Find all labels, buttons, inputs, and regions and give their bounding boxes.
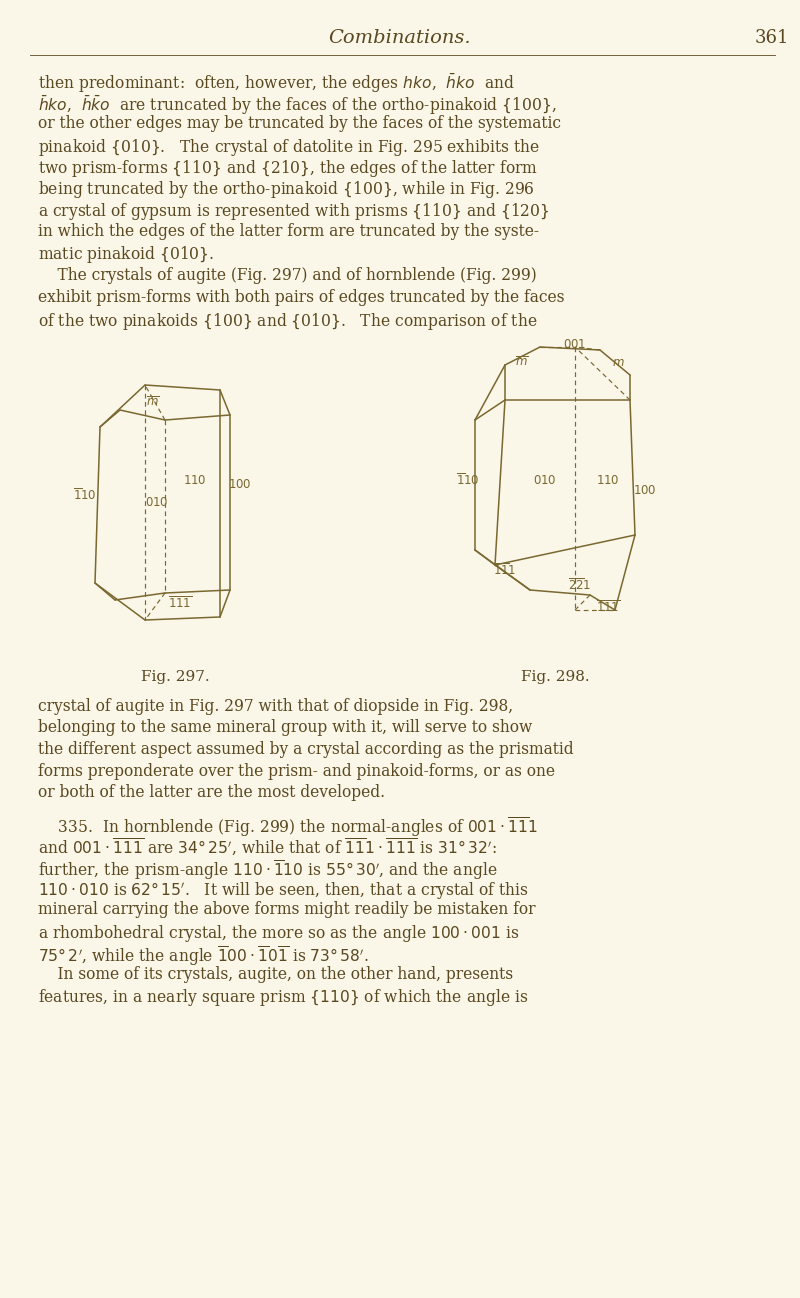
- Text: $010$: $010$: [146, 497, 169, 510]
- Text: matic pinakoid $\{$010$\}$.: matic pinakoid $\{$010$\}$.: [38, 244, 214, 265]
- Text: $100$: $100$: [228, 479, 252, 492]
- Text: $m$: $m$: [612, 357, 624, 370]
- Text: $100$: $100$: [634, 483, 657, 497]
- Text: $\overline{1}\overline{1}1$: $\overline{1}\overline{1}1$: [494, 562, 517, 578]
- Text: 361: 361: [755, 29, 790, 47]
- Text: features, in a nearly square prism $\{110\}$ of which the angle is: features, in a nearly square prism $\{11…: [38, 988, 528, 1009]
- Text: pinakoid $\{$010$\}$.   The crystal of datolite in Fig. 295 exhibits the: pinakoid $\{$010$\}$. The crystal of dat…: [38, 136, 540, 157]
- Text: Combinations.: Combinations.: [329, 29, 471, 47]
- Text: and $001 \cdot \overline{1}\overline{1}\overline{1}$ are $34°\,25'$, while that : and $001 \cdot \overline{1}\overline{1}\…: [38, 837, 497, 858]
- Text: of the two pinakoids $\{$100$\}$ and $\{$010$\}$.   The comparison of the: of the two pinakoids $\{$100$\}$ and $\{…: [38, 310, 538, 331]
- Text: $\overline{m}$: $\overline{m}$: [146, 395, 160, 409]
- Text: $001$: $001$: [563, 339, 586, 352]
- Text: Fig. 297.: Fig. 297.: [141, 670, 210, 684]
- Text: a rhombohedral crystal, the more so as the angle $100 \cdot 001$ is: a rhombohedral crystal, the more so as t…: [38, 923, 519, 944]
- Text: in which the edges of the latter form are truncated by the syste-: in which the edges of the latter form ar…: [38, 222, 539, 240]
- Text: $\overline{1}\overline{1}\overline{1}$: $\overline{1}\overline{1}\overline{1}$: [596, 600, 620, 615]
- Text: two prism-forms $\{$110$\}$ and $\{$210$\}$, the edges of the latter form: two prism-forms $\{$110$\}$ and $\{$210$…: [38, 158, 538, 179]
- Text: $110$: $110$: [183, 474, 206, 487]
- Text: $010$: $010$: [534, 474, 557, 487]
- Text: a crystal of gypsum is represented with prisms $\{$110$\}$ and $\{$120$\}$: a crystal of gypsum is represented with …: [38, 201, 550, 222]
- Text: exhibit prism-forms with both pairs of edges truncated by the faces: exhibit prism-forms with both pairs of e…: [38, 289, 565, 306]
- Text: In some of its crystals, augite, on the other hand, presents: In some of its crystals, augite, on the …: [38, 966, 513, 983]
- Text: $110$: $110$: [596, 474, 620, 487]
- Text: mineral carrying the above forms might readily be mistaken for: mineral carrying the above forms might r…: [38, 902, 535, 919]
- Text: being truncated by the ortho-pinakoid $\{$100$\}$, while in Fig. 296: being truncated by the ortho-pinakoid $\…: [38, 179, 535, 200]
- Text: then predominant:  often, however, the edges $hko$,  $\bar{h}ko$  and: then predominant: often, however, the ed…: [38, 71, 514, 95]
- Text: $\overline{1}10$: $\overline{1}10$: [456, 472, 480, 488]
- Text: $\bar{h}ko$,  $\bar{h}\bar{k}o$  are truncated by the faces of the ortho-pinakoi: $\bar{h}ko$, $\bar{h}\bar{k}o$ are trunc…: [38, 93, 557, 117]
- Text: $75°\,2'$, while the angle $\overline{1}00 \cdot \overline{1}0\overline{1}$ is $: $75°\,2'$, while the angle $\overline{1}…: [38, 945, 369, 968]
- Text: $\overline{2}\overline{2}1$: $\overline{2}\overline{2}1$: [568, 578, 592, 593]
- Text: or the other edges may be truncated by the faces of the systematic: or the other edges may be truncated by t…: [38, 116, 561, 132]
- Text: or both of the latter are the most developed.: or both of the latter are the most devel…: [38, 784, 385, 801]
- Text: further, the prism-angle $110 \cdot \overline{1}10$ is $55°\,30'$, and the angle: further, the prism-angle $110 \cdot \ove…: [38, 858, 498, 883]
- Text: $110 \cdot 010$ is $62°\,15'$.   It will be seen, then, that a crystal of this: $110 \cdot 010$ is $62°\,15'$. It will b…: [38, 880, 529, 901]
- Text: Fig. 298.: Fig. 298.: [521, 670, 590, 684]
- Text: The crystals of augite (Fig. 297) and of hornblende (Fig. 299): The crystals of augite (Fig. 297) and of…: [38, 267, 537, 284]
- Text: $\overline{m}$: $\overline{m}$: [515, 356, 529, 369]
- Text: $\overline{1}\overline{1}\overline{1}$: $\overline{1}\overline{1}\overline{1}$: [168, 596, 192, 611]
- Text: forms preponderate over the prism- and pinakoid-forms, or as one: forms preponderate over the prism- and p…: [38, 762, 555, 780]
- Text: the different aspect assumed by a crystal according as the prismatid: the different aspect assumed by a crysta…: [38, 741, 574, 758]
- Text: crystal of augite in Fig. 297 with that of diopside in Fig. 298,: crystal of augite in Fig. 297 with that …: [38, 698, 513, 715]
- Text: belonging to the same mineral group with it, will serve to show: belonging to the same mineral group with…: [38, 719, 532, 736]
- Text: $\overline{1}10$: $\overline{1}10$: [74, 487, 97, 502]
- Text: 335.  In hornblende (Fig. 299) the normal-angles of $001 \cdot \overline{1}\over: 335. In hornblende (Fig. 299) the normal…: [38, 815, 538, 840]
